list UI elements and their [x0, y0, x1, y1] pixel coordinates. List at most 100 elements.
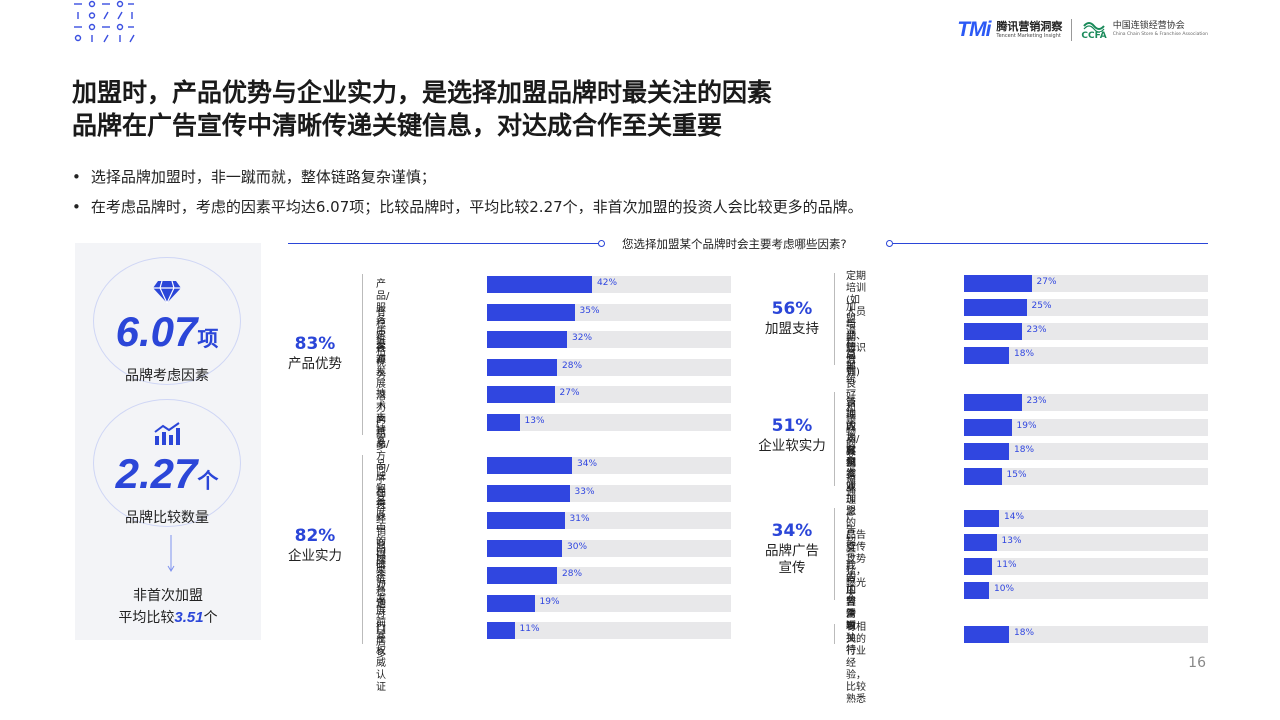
factor-label: 定期培训(如人员培训、 知识培训): [846, 271, 866, 378]
compare-unit: 个: [197, 470, 219, 493]
compare-label: 品牌比较数量: [125, 510, 209, 526]
bar-value-label: 35%: [579, 305, 600, 316]
group-bracket: [362, 455, 363, 644]
bar-fill: [487, 303, 575, 321]
arrow-down-icon: [167, 535, 175, 572]
bar-value-label: 23%: [1026, 325, 1047, 335]
bar-track: 14%: [964, 510, 1208, 527]
bar-value-label: 13%: [524, 415, 545, 426]
factor-label: 通过行业权威认证: [376, 597, 386, 693]
factor-label: 技术支持多: [376, 389, 386, 448]
bar-value-label: 28%: [562, 360, 583, 371]
divider-dot-icon: [886, 240, 893, 247]
factors-unit: 项: [197, 328, 219, 351]
factor-label: 加盟流程简单: [846, 302, 856, 373]
bar-track: 19%: [964, 418, 1208, 436]
bar-fill: [964, 299, 1027, 316]
bar-value-label: 15%: [1006, 469, 1027, 480]
bar-track: 23%: [964, 394, 1208, 411]
bar-fill: [487, 413, 520, 431]
bar-fill: [964, 443, 1009, 460]
bar-track: 18%: [964, 347, 1208, 364]
tmi-logo-text: 腾讯营销洞察 Tencent Marketing Insight: [996, 21, 1062, 39]
ccfa-logo-mark: CCFA: [1081, 30, 1107, 41]
factor-label: 企业发展前景: [376, 570, 386, 641]
bar-track: 25%: [964, 299, 1208, 316]
factors-number: 6.07: [115, 308, 198, 355]
bar-track: 33%: [487, 484, 731, 502]
tmi-logo: TMi: [957, 18, 991, 41]
factor-label: 广告契合我的加盟需求: [846, 513, 856, 632]
bar-track: 11%: [487, 622, 731, 639]
bar-fill: [964, 323, 1022, 340]
bar-fill: [964, 582, 989, 599]
factor-group: [834, 273, 835, 365]
factor-group: [834, 508, 835, 600]
bar-fill: [487, 358, 557, 376]
group-percentage: 51%: [771, 416, 813, 436]
factor-label: 成功案例: [846, 421, 856, 469]
bar-value-label: 18%: [1014, 349, 1035, 359]
bar-value-label: 27%: [559, 388, 580, 398]
bar-fill: [487, 276, 592, 293]
repeat-investor-note: 非首次加盟 平均比较3.51个: [75, 585, 261, 629]
bar-fill: [487, 594, 535, 612]
factor-label: 产品/服务质量: [376, 279, 390, 350]
factors-stat: 6.07项 品牌考虑因素: [93, 257, 241, 385]
tmi-logo-cn: 腾讯营销洞察: [996, 20, 1063, 33]
bar-fill: [487, 512, 565, 529]
bar-track: 28%: [487, 358, 731, 376]
bar-fill: [487, 622, 515, 639]
compare-number: 2.27: [115, 450, 198, 497]
bar-value-label: 10%: [994, 584, 1015, 594]
bar-track: 13%: [964, 534, 1208, 551]
factor-label: 有稳定客源: [376, 306, 386, 366]
bar-value-label: 42%: [597, 278, 618, 288]
diamond-icon: [152, 280, 182, 308]
title-line-1: 加盟时，产品优势与企业实力，是选择加盟品牌时最关注的因素: [72, 78, 773, 107]
factors-label: 品牌考虑因素: [125, 368, 209, 384]
factor-label: 在行业中的口碑: [376, 487, 386, 571]
bar-fill: [487, 386, 555, 403]
bar-value-label: 11%: [519, 624, 540, 634]
bar-fill: [487, 457, 572, 474]
bar-track: 27%: [487, 386, 731, 403]
factor-label: 经销商供应链稳定: [376, 515, 386, 610]
bullet-item: 选择品牌加盟时，非一蹴而就，整体链路复杂谨慎；: [72, 162, 863, 192]
factor-label: 品牌实力: [376, 542, 386, 590]
ccfa-logo-cn: 中国连锁经营协会: [1112, 21, 1185, 32]
group-percentage: 34%: [771, 521, 813, 541]
factor-label: 有相关的行业经验， 比较熟悉: [846, 622, 866, 705]
bar-track: 30%: [487, 539, 731, 557]
bar-value-label: 13%: [1001, 536, 1022, 546]
group-bracket: [834, 273, 835, 365]
bar-fill: [964, 534, 997, 551]
bar-value-label: 33%: [574, 486, 595, 497]
note-number: 3.51: [174, 609, 204, 626]
page-number: 16: [1188, 655, 1206, 671]
bar-fill: [964, 626, 1009, 643]
group-bracket: [834, 392, 835, 486]
factors-value: 6.07项: [116, 310, 219, 362]
bar-track: 18%: [964, 626, 1208, 643]
bar-value-label: 18%: [1014, 445, 1035, 455]
factor-label: 与品牌方有良好和顺畅 的交流沟通: [846, 319, 856, 498]
factor-label: 品牌知名度: [376, 460, 386, 519]
bar-track: 42%: [487, 276, 731, 293]
group-name: 企业软实力: [758, 438, 826, 454]
bar-track: 32%: [487, 331, 731, 348]
bar-value-label: 28%: [562, 569, 583, 579]
bullet-item: 在考虑品牌时，考虑的因素平均达6.07项；比较品牌时，平均比较2.27个，非首次…: [72, 192, 863, 222]
bar-value-label: 14%: [1004, 512, 1025, 522]
bar-value-label: 19%: [1016, 420, 1037, 431]
bar-track: 34%: [487, 457, 731, 474]
bar-track: 23%: [964, 323, 1208, 340]
bar-value-label: 23%: [1026, 396, 1047, 406]
factor-label: 价格优势: [376, 334, 386, 381]
divider-dot-icon: [598, 240, 605, 247]
bar-value-label: 25%: [1031, 301, 1052, 311]
group-percentage: 83%: [294, 334, 336, 354]
factor-group: [362, 455, 363, 644]
bar-value-label: 31%: [569, 514, 590, 524]
factor-label: 广告宣传攻势猛， 曝光大: [846, 530, 866, 601]
